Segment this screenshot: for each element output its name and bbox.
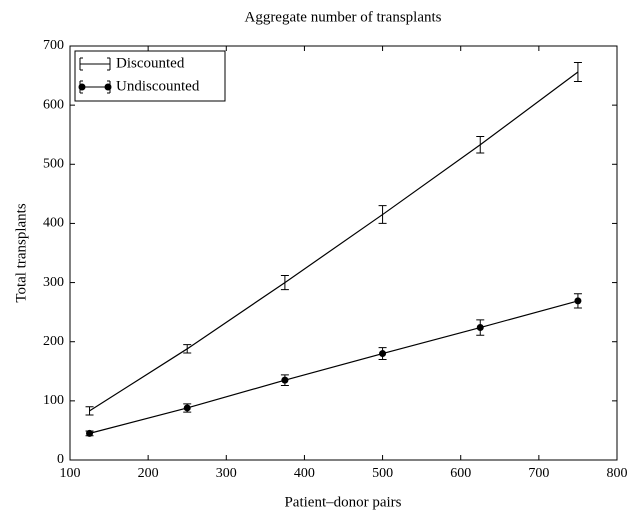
legend-marker bbox=[104, 83, 112, 91]
y-tick-label: 300 bbox=[43, 275, 64, 290]
error-bar bbox=[378, 205, 387, 224]
plot-frame bbox=[69, 45, 618, 461]
x-tick-label: 300 bbox=[216, 466, 237, 481]
error-bar bbox=[280, 274, 289, 291]
x-tick-label: 700 bbox=[528, 466, 549, 481]
series-line bbox=[89, 71, 579, 412]
y-tick-label: 200 bbox=[43, 334, 64, 349]
error-bar bbox=[573, 62, 582, 82]
legend-label: Discounted bbox=[116, 55, 185, 71]
data-point bbox=[379, 350, 387, 358]
legend-errbar bbox=[79, 57, 111, 71]
y-axis-label: Total transplants bbox=[13, 203, 29, 303]
x-axis-label: Patient–donor pairs bbox=[284, 494, 401, 510]
data-point bbox=[281, 376, 289, 384]
data-point bbox=[476, 324, 484, 332]
data-point bbox=[86, 429, 94, 437]
error-bar bbox=[85, 406, 94, 416]
data-point bbox=[183, 404, 191, 412]
x-tick-label: 500 bbox=[372, 466, 393, 481]
x-tick-label: 100 bbox=[60, 466, 81, 481]
legend-label: Undiscounted bbox=[116, 78, 200, 94]
legend-box bbox=[74, 50, 226, 102]
x-tick-label: 600 bbox=[450, 466, 471, 481]
x-tick-label: 200 bbox=[138, 466, 159, 481]
x-tick-label: 800 bbox=[607, 466, 628, 481]
error-bar bbox=[183, 344, 192, 354]
y-tick-label: 400 bbox=[43, 216, 64, 231]
y-tick-label: 700 bbox=[43, 38, 64, 53]
error-bar bbox=[476, 135, 485, 154]
legend-marker bbox=[78, 83, 86, 91]
y-tick-label: 500 bbox=[43, 157, 64, 172]
y-tick-label: 0 bbox=[57, 452, 64, 467]
y-tick-label: 100 bbox=[43, 393, 64, 408]
series-line bbox=[89, 300, 579, 434]
y-tick-label: 600 bbox=[43, 97, 64, 112]
data-point bbox=[574, 297, 582, 305]
chart-title: Aggregate number of transplants bbox=[244, 9, 441, 25]
x-tick-label: 400 bbox=[294, 466, 315, 481]
